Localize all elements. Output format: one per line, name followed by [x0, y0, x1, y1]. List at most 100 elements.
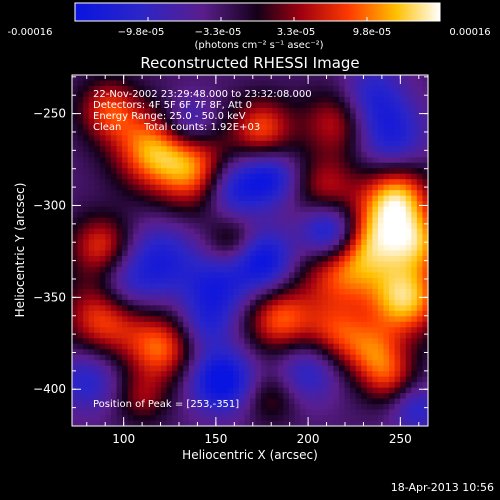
heatmap-cell	[94, 387, 101, 394]
heatmap-cell	[366, 404, 373, 411]
heatmap-cell	[250, 146, 257, 153]
heatmap-cell	[88, 239, 95, 246]
heatmap-cell	[138, 305, 145, 312]
heatmap-cell	[94, 168, 101, 175]
heatmap-cell	[88, 349, 95, 356]
heatmap-cell	[377, 85, 385, 93]
heatmap-cell	[161, 179, 168, 186]
heatmap-cell	[344, 173, 351, 180]
heatmap-cell	[88, 113, 95, 120]
heatmap-cell	[416, 376, 424, 383]
heatmap-cell	[199, 360, 207, 367]
heatmap-cell	[305, 409, 312, 416]
heatmap-cell	[261, 310, 268, 317]
heatmap-cell	[216, 223, 223, 230]
heatmap-cell	[177, 266, 184, 274]
heatmap-cell	[294, 272, 301, 279]
heatmap-cell	[205, 124, 212, 131]
heatmap-cell	[361, 398, 368, 405]
heatmap-cell	[366, 80, 373, 87]
heatmap-cell	[94, 349, 101, 356]
heatmap-cell	[394, 118, 401, 125]
heatmap-cell	[72, 124, 79, 131]
heatmap-cell	[416, 179, 424, 186]
heatmap-cell	[361, 162, 368, 169]
heatmap-cell	[122, 179, 129, 186]
heatmap-cell	[238, 272, 246, 279]
heatmap-cell	[383, 288, 390, 295]
heatmap-cell	[422, 212, 429, 219]
heatmap-cell	[405, 299, 412, 306]
heatmap-cell	[422, 234, 429, 241]
heatmap-cell	[161, 91, 168, 98]
heatmap-cell	[144, 234, 151, 241]
heatmap-cell	[77, 283, 84, 290]
heatmap-cell	[144, 129, 151, 136]
heatmap-cell	[316, 245, 323, 252]
heatmap-cell	[83, 85, 90, 93]
heatmap-cell	[416, 283, 424, 290]
heatmap-cell	[394, 102, 401, 109]
heatmap-cell	[233, 310, 240, 317]
heatmap-cell	[238, 343, 246, 350]
heatmap-cell	[277, 371, 284, 378]
heatmap-cell	[283, 228, 290, 235]
heatmap-cell	[211, 316, 218, 323]
heatmap-cell	[172, 420, 179, 427]
heatmap-cell	[344, 206, 351, 213]
heatmap-cell	[394, 124, 401, 131]
heatmap-cell	[250, 151, 257, 158]
heatmap-cell	[233, 371, 240, 378]
heatmap-cell	[422, 190, 429, 197]
heatmap-cell	[183, 234, 190, 241]
heatmap-cell	[94, 239, 101, 246]
heatmap-cell	[155, 151, 162, 158]
heatmap-cell	[294, 415, 301, 422]
heatmap-cell	[377, 195, 385, 202]
heatmap-cell	[205, 283, 212, 290]
heatmap-cell	[199, 179, 207, 186]
heatmap-cell	[83, 376, 90, 383]
heatmap-cell	[72, 113, 79, 120]
heatmap-cell	[216, 299, 223, 306]
heatmap-cell	[266, 255, 273, 263]
heatmap-cell	[116, 239, 123, 246]
heatmap-cell	[411, 162, 418, 169]
heatmap-cell	[389, 371, 396, 378]
heatmap-cell	[327, 135, 335, 142]
heatmap-cell	[188, 310, 195, 317]
heatmap-cell	[133, 168, 140, 175]
heatmap-cell	[222, 113, 229, 120]
heatmap-cell	[238, 184, 246, 191]
heatmap-cell	[250, 129, 257, 136]
heatmap-cell	[294, 195, 301, 202]
heatmap-cell	[122, 75, 129, 82]
heatmap-cell	[322, 288, 329, 295]
heatmap-cell	[322, 217, 329, 224]
heatmap-cell	[394, 140, 401, 147]
heatmap-cell	[305, 85, 312, 93]
heatmap-cell	[244, 398, 251, 405]
heatmap-cell	[105, 283, 112, 290]
heatmap-cell	[161, 343, 168, 350]
heatmap-cell	[244, 310, 251, 317]
heatmap-cell	[205, 266, 212, 274]
heatmap-cell	[172, 107, 179, 114]
heatmap-cell	[155, 393, 162, 400]
heatmap-cell	[355, 206, 362, 213]
heatmap-cell	[227, 157, 234, 164]
heatmap-cell	[389, 217, 396, 224]
heatmap-cell	[422, 277, 429, 284]
heatmap-cell	[244, 162, 251, 169]
heatmap-cell	[266, 349, 273, 356]
heatmap-cell	[344, 228, 351, 235]
heatmap-cell	[105, 420, 112, 427]
heatmap-cell	[422, 250, 429, 257]
heatmap-cell	[188, 157, 195, 164]
heatmap-cell	[288, 354, 296, 361]
heatmap-cell	[350, 266, 357, 274]
heatmap-cell	[172, 365, 179, 372]
heatmap-cell	[327, 316, 335, 323]
heatmap-cell	[199, 261, 207, 268]
heatmap-cell	[383, 354, 390, 361]
